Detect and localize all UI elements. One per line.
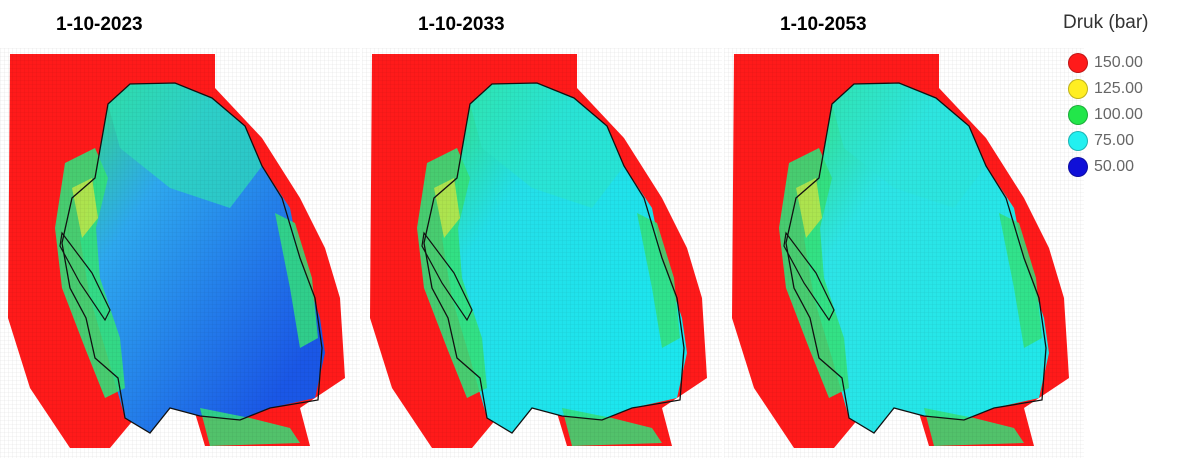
panel-date-title: 1-10-2023 — [56, 14, 143, 35]
inner-outline-lens — [421, 231, 473, 322]
pressure-map — [0, 48, 360, 458]
legend-swatch-red — [1068, 53, 1088, 73]
panel-date-title: 1-10-2033 — [418, 14, 505, 35]
legend-item-125: 125.00 — [1068, 76, 1186, 102]
legend-item-50: 50.00 — [1068, 154, 1186, 180]
map-panel-2033: 1-10-2033 — [362, 0, 722, 458]
field-outline — [61, 82, 323, 434]
legend-item-75: 75.00 — [1068, 128, 1186, 154]
map-panel-2053: 1-10-2053 — [724, 0, 1084, 458]
pressure-legend: Druk (bar) 150.00 125.00 100.00 75.00 50… — [1063, 12, 1186, 180]
legend-label: 150.00 — [1094, 54, 1143, 71]
field-outline — [423, 82, 685, 434]
legend-swatch-cyan — [1068, 131, 1088, 151]
legend-swatch-yellow — [1068, 79, 1088, 99]
legend-title: Druk (bar) — [1063, 12, 1149, 33]
legend-label: 125.00 — [1094, 80, 1143, 97]
legend-label: 75.00 — [1094, 132, 1135, 149]
map-panel-2023: 1-10-2023 — [0, 0, 360, 458]
inner-outline-lens — [59, 231, 111, 322]
legend-swatch-blue — [1068, 157, 1088, 177]
pressure-map — [362, 48, 722, 458]
panel-date-title: 1-10-2053 — [780, 14, 867, 35]
legend-swatch-green — [1068, 105, 1088, 125]
legend-item-150: 150.00 — [1068, 50, 1186, 76]
legend-item-100: 100.00 — [1068, 102, 1186, 128]
legend-label: 50.00 — [1094, 158, 1135, 175]
field-outline — [785, 82, 1047, 434]
inner-outline-lens — [783, 231, 835, 322]
legend-label: 100.00 — [1094, 106, 1143, 123]
pressure-map — [724, 48, 1084, 458]
